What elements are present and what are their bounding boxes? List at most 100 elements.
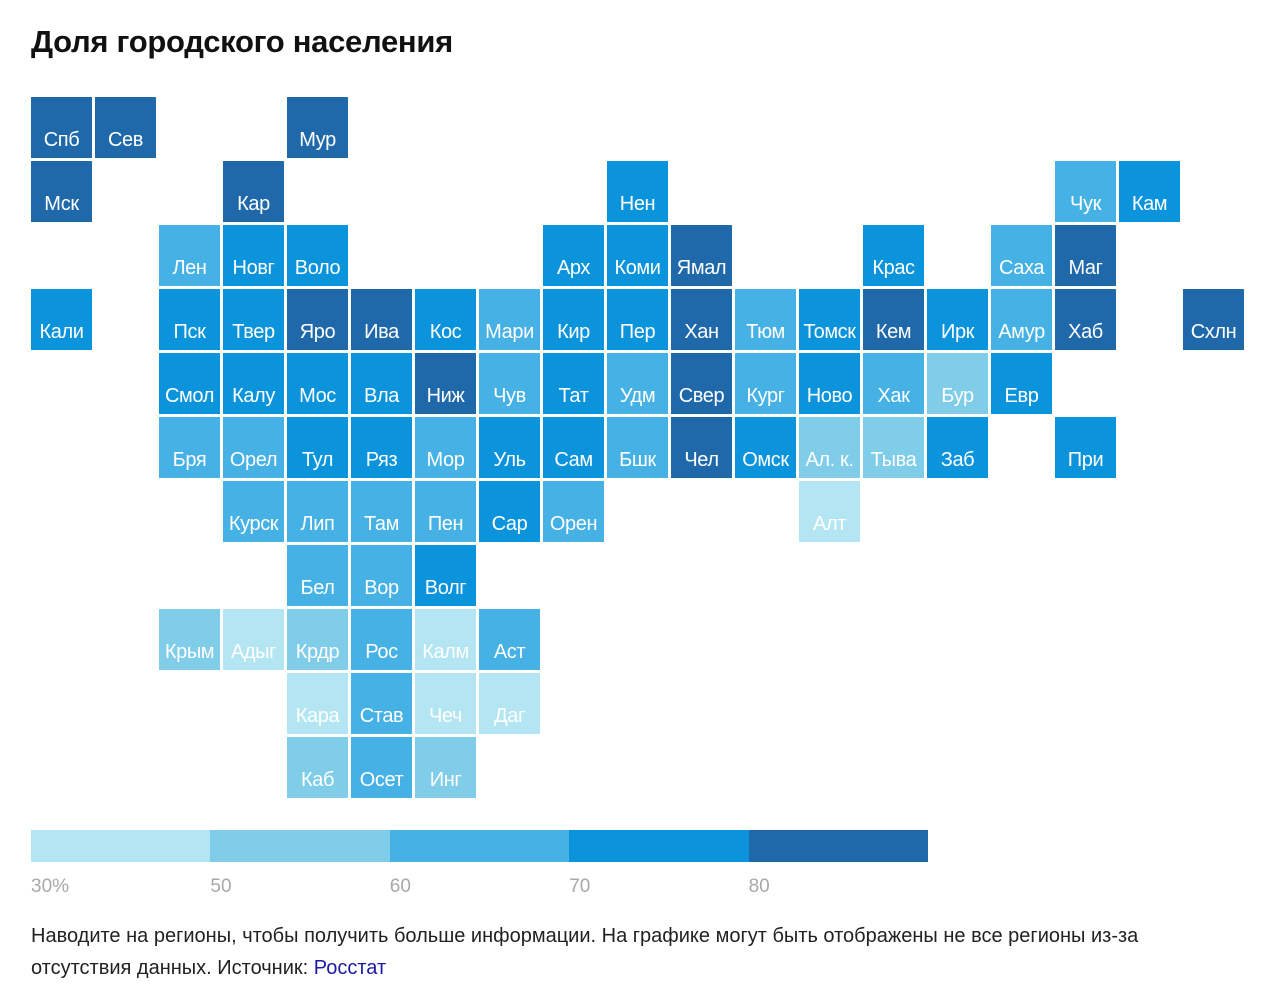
region-label: Бур bbox=[941, 385, 974, 407]
region-label: Тул bbox=[301, 449, 334, 471]
region-tile[interactable]: Сар bbox=[479, 481, 540, 542]
region-tile[interactable]: Заб bbox=[927, 417, 988, 478]
region-tile[interactable]: Бел bbox=[287, 545, 348, 606]
region-tile[interactable]: Чук bbox=[1055, 161, 1116, 222]
region-tile[interactable]: Вор bbox=[351, 545, 412, 606]
region-tile[interactable]: Ал. к. bbox=[799, 417, 860, 478]
region-tile[interactable]: Чув bbox=[479, 353, 540, 414]
region-tile[interactable]: Нен bbox=[607, 161, 668, 222]
region-tile[interactable]: Волг bbox=[415, 545, 476, 606]
region-label: Хаб bbox=[1068, 321, 1103, 343]
region-tile[interactable]: Кем bbox=[863, 289, 924, 350]
region-tile[interactable]: Кос bbox=[415, 289, 476, 350]
region-tile[interactable]: Бшк bbox=[607, 417, 668, 478]
region-tile[interactable]: Тюм bbox=[735, 289, 796, 350]
region-tile[interactable]: Крым bbox=[159, 609, 220, 670]
region-tile[interactable]: Томск bbox=[799, 289, 860, 350]
region-label: Удм bbox=[619, 385, 656, 407]
region-tile[interactable]: Бря bbox=[159, 417, 220, 478]
region-tile[interactable]: Сев bbox=[95, 97, 156, 158]
region-label: Кем bbox=[875, 321, 912, 343]
region-tile[interactable]: Хаб bbox=[1055, 289, 1116, 350]
region-tile[interactable]: Адыг bbox=[223, 609, 284, 670]
region-tile[interactable]: Кали bbox=[31, 289, 92, 350]
region-tile[interactable]: Орел bbox=[223, 417, 284, 478]
region-tile[interactable]: Тат bbox=[543, 353, 604, 414]
region-tile[interactable]: Ирк bbox=[927, 289, 988, 350]
region-tile[interactable]: Тул bbox=[287, 417, 348, 478]
region-tile[interactable]: Орен bbox=[543, 481, 604, 542]
region-tile[interactable]: Крдр bbox=[287, 609, 348, 670]
region-tile[interactable]: Мос bbox=[287, 353, 348, 414]
region-tile[interactable]: Удм bbox=[607, 353, 668, 414]
legend-swatch bbox=[569, 830, 750, 862]
region-tile[interactable]: Арх bbox=[543, 225, 604, 286]
region-tile[interactable]: Новг bbox=[223, 225, 284, 286]
region-tile[interactable]: Лен bbox=[159, 225, 220, 286]
region-tile[interactable]: Ямал bbox=[671, 225, 732, 286]
region-tile[interactable]: Пер bbox=[607, 289, 668, 350]
region-tile[interactable]: Маг bbox=[1055, 225, 1116, 286]
region-tile[interactable]: Аст bbox=[479, 609, 540, 670]
region-tile[interactable]: Каб bbox=[287, 737, 348, 798]
source-link[interactable]: Росстат bbox=[313, 957, 387, 979]
region-tile[interactable]: Свер bbox=[671, 353, 732, 414]
region-tile[interactable]: Кара bbox=[287, 673, 348, 734]
region-tile[interactable]: Даг bbox=[479, 673, 540, 734]
region-tile[interactable]: Вла bbox=[351, 353, 412, 414]
region-tile[interactable]: Пск bbox=[159, 289, 220, 350]
region-tile[interactable]: Ниж bbox=[415, 353, 476, 414]
region-label: Хак bbox=[877, 385, 910, 407]
region-tile[interactable]: Кир bbox=[543, 289, 604, 350]
region-tile[interactable]: Чел bbox=[671, 417, 732, 478]
region-tile[interactable]: Уль bbox=[479, 417, 540, 478]
region-label: Новг bbox=[232, 257, 275, 279]
region-tile[interactable]: Хан bbox=[671, 289, 732, 350]
region-tile[interactable]: Калу bbox=[223, 353, 284, 414]
region-tile[interactable]: Хак bbox=[863, 353, 924, 414]
region-tile[interactable]: Мор bbox=[415, 417, 476, 478]
region-tile[interactable]: Кам bbox=[1119, 161, 1180, 222]
region-tile[interactable]: Пен bbox=[415, 481, 476, 542]
region-label: Ряз bbox=[365, 449, 398, 471]
region-tile[interactable]: Ива bbox=[351, 289, 412, 350]
region-tile[interactable]: Мари bbox=[479, 289, 540, 350]
region-tile[interactable]: Омск bbox=[735, 417, 796, 478]
region-label: Евр bbox=[1004, 385, 1039, 407]
region-tile[interactable]: Бур bbox=[927, 353, 988, 414]
region-tile[interactable]: Твер bbox=[223, 289, 284, 350]
region-tile[interactable]: Чеч bbox=[415, 673, 476, 734]
region-label: Амур bbox=[998, 321, 1045, 343]
region-tile[interactable]: Инг bbox=[415, 737, 476, 798]
region-tile[interactable]: Став bbox=[351, 673, 412, 734]
region-tile[interactable]: Саха bbox=[991, 225, 1052, 286]
region-tile[interactable]: Ряз bbox=[351, 417, 412, 478]
region-tile[interactable]: Крас bbox=[863, 225, 924, 286]
region-label: Мор bbox=[426, 449, 465, 471]
region-tile[interactable]: Ново bbox=[799, 353, 860, 414]
region-tile[interactable]: Сам bbox=[543, 417, 604, 478]
region-tile[interactable]: Кург bbox=[735, 353, 796, 414]
region-tile[interactable]: Воло bbox=[287, 225, 348, 286]
region-tile[interactable]: Коми bbox=[607, 225, 668, 286]
region-tile[interactable]: Яро bbox=[287, 289, 348, 350]
region-tile[interactable]: Там bbox=[351, 481, 412, 542]
region-tile[interactable]: Схлн bbox=[1183, 289, 1244, 350]
region-tile[interactable]: Смол bbox=[159, 353, 220, 414]
region-tile[interactable]: Мск bbox=[31, 161, 92, 222]
region-tile[interactable]: Курск bbox=[223, 481, 284, 542]
region-tile[interactable]: Евр bbox=[991, 353, 1052, 414]
region-label: Лен bbox=[172, 257, 207, 279]
region-tile[interactable]: Спб bbox=[31, 97, 92, 158]
region-tile[interactable]: Амур bbox=[991, 289, 1052, 350]
region-tile[interactable]: Лип bbox=[287, 481, 348, 542]
region-tile[interactable]: При bbox=[1055, 417, 1116, 478]
region-tile[interactable]: Мур bbox=[287, 97, 348, 158]
region-tile[interactable]: Осет bbox=[351, 737, 412, 798]
region-tile[interactable]: Алт bbox=[799, 481, 860, 542]
region-tile[interactable]: Калм bbox=[415, 609, 476, 670]
region-tile[interactable]: Кар bbox=[223, 161, 284, 222]
region-tile[interactable]: Тыва bbox=[863, 417, 924, 478]
region-tile[interactable]: Рос bbox=[351, 609, 412, 670]
region-label: Ал. к. bbox=[805, 449, 854, 471]
